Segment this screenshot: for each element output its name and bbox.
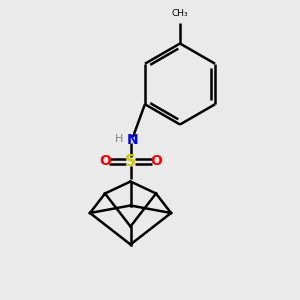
- Text: CH₃: CH₃: [172, 9, 188, 18]
- Text: H: H: [115, 134, 123, 145]
- Text: O: O: [150, 154, 162, 168]
- Text: N: N: [127, 133, 138, 146]
- Text: S: S: [125, 154, 136, 169]
- Text: O: O: [99, 154, 111, 168]
